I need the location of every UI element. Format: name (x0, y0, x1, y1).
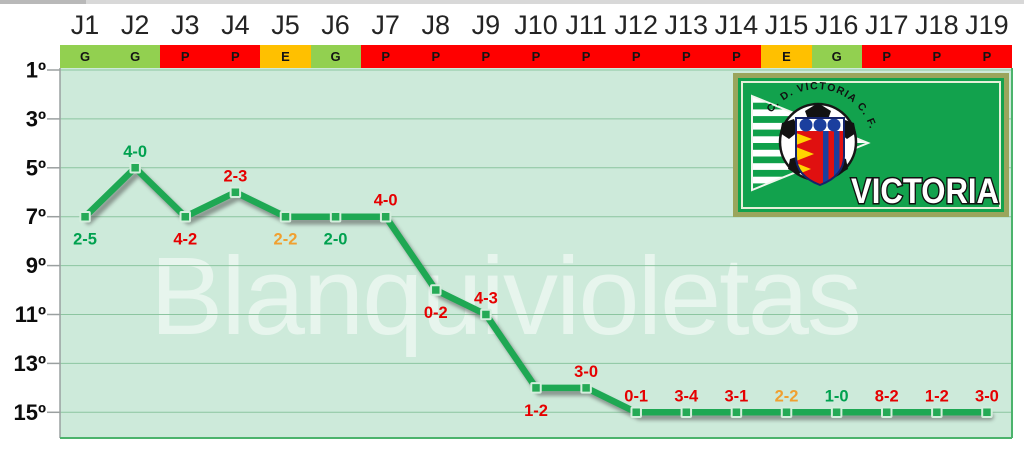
result-cell: E (260, 45, 311, 68)
result-cell: P (160, 45, 211, 68)
result-letter: P (882, 49, 892, 64)
matchday-label: J13 (664, 10, 709, 40)
matchday-label: J5 (271, 10, 300, 40)
matchday-label: J8 (421, 10, 451, 40)
matchday-label: J4 (221, 10, 250, 40)
result-letter: G (130, 49, 141, 64)
result-cell: P (410, 45, 461, 68)
result-letter: P (231, 49, 240, 64)
result-cell: E (761, 45, 812, 68)
result-cell: P (611, 45, 662, 68)
result-cell: G (310, 45, 361, 68)
y-axis-label: 7º (26, 204, 46, 229)
result-cell: G (811, 45, 862, 68)
result-letter: G (330, 49, 341, 64)
result-cell: P (911, 45, 962, 68)
result-letter: P (681, 49, 691, 64)
result-letter: P (581, 49, 591, 64)
y-axis-label: 3º (26, 106, 46, 131)
result-letter: G (79, 49, 91, 64)
matchday-label: J14 (714, 10, 759, 40)
matchday-label: J12 (614, 10, 658, 40)
result-cell: P (510, 45, 562, 68)
result-letter: P (180, 49, 190, 64)
result-cell: G (110, 45, 161, 68)
result-letter: P (982, 49, 992, 64)
matchday-label: J15 (764, 10, 809, 40)
result-cell: P (961, 45, 1012, 68)
result-letter: P (732, 49, 741, 64)
result-letter: P (481, 49, 491, 64)
matchday-label: J19 (965, 10, 1009, 40)
matchday-label: J2 (120, 10, 150, 40)
y-axis-label: 9º (26, 253, 46, 278)
y-axis-label: 11º (15, 302, 46, 327)
result-cell: P (360, 45, 411, 68)
result-letter: E (782, 49, 791, 64)
logo-club-name: VICTORIA (851, 172, 999, 211)
matchday-label: J11 (565, 10, 607, 40)
logo-inner-border (741, 81, 1001, 209)
matchday-label: J18 (915, 10, 959, 40)
matchday-label: J6 (321, 10, 350, 40)
result-letter: P (381, 49, 390, 64)
club-logo: C. D. VICTORIA C. F. VICTORIA (733, 73, 1009, 217)
result-cell: P (861, 45, 912, 68)
matchday-label: J3 (170, 10, 200, 40)
result-cell: P (711, 45, 762, 68)
result-letter: P (932, 49, 942, 64)
matchday-label: J9 (471, 10, 501, 40)
result-letter: P (631, 49, 641, 64)
result-cell: P (661, 45, 712, 68)
y-axis-label: 13º (13, 351, 46, 376)
matchday-label: J7 (371, 10, 400, 40)
y-axis-label: 15º (13, 400, 46, 425)
result-cell: G (60, 45, 111, 68)
matchday-label: J10 (514, 10, 558, 40)
result-cell: P (210, 45, 261, 68)
result-letter: P (431, 49, 441, 64)
matchday-label: J17 (864, 10, 909, 40)
matchday-label: J1 (70, 10, 100, 40)
y-axis-label: 5º (26, 155, 46, 180)
window-top-edge-left (0, 0, 86, 4)
result-letter: E (281, 49, 290, 64)
y-axis-label: 1º (26, 58, 46, 83)
crest-shield-icon (795, 117, 845, 187)
result-letter: P (531, 49, 541, 64)
window-top-edge (0, 0, 1024, 4)
matchday-label: J16 (814, 10, 859, 40)
result-letter: G (831, 49, 842, 64)
result-cell: P (460, 45, 511, 68)
result-cell: P (561, 45, 612, 68)
